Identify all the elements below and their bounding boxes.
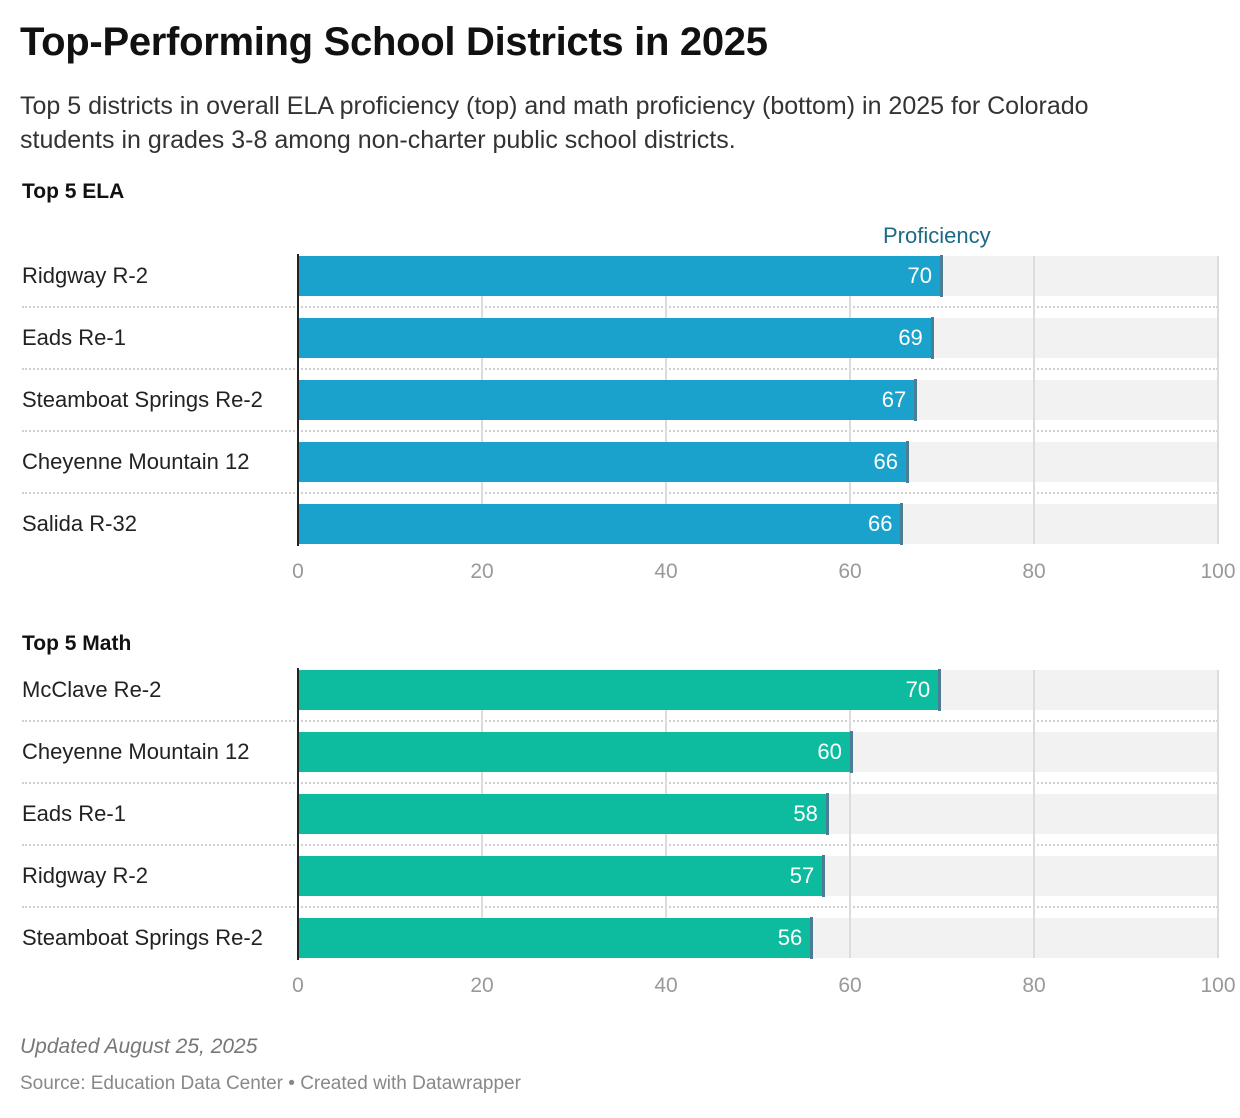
- axis-baseline: [297, 254, 299, 546]
- notes: Updated August 25, 2025: [20, 1035, 258, 1058]
- value-label: 70: [905, 677, 931, 702]
- bar: [298, 794, 828, 834]
- value-label: 66: [873, 449, 898, 474]
- chart-title: Top-Performing School Districts in 2025: [20, 20, 768, 64]
- bar: [298, 670, 941, 710]
- bar: [298, 918, 813, 958]
- value-label: 66: [867, 511, 893, 536]
- gridline: [1217, 670, 1219, 958]
- bar-end-marker: [940, 255, 943, 297]
- row-separator: [22, 492, 1218, 494]
- category-label: Salida R-32: [22, 511, 137, 536]
- category-label: Ridgway R-2: [22, 263, 148, 288]
- x-tick-label: 40: [654, 974, 678, 997]
- value-label: 69: [898, 325, 923, 350]
- value-label: 67: [881, 387, 907, 412]
- category-label: Cheyenne Mountain 12: [22, 449, 250, 474]
- x-tick-label: 20: [470, 560, 494, 583]
- x-tick-label: 0: [292, 560, 304, 583]
- bar: [298, 318, 933, 358]
- bar: [298, 442, 908, 482]
- bar-end-marker: [822, 855, 826, 897]
- x-tick-label: 80: [1022, 560, 1046, 583]
- math-section-title: Top 5 Math: [22, 632, 132, 655]
- gridline: [1033, 256, 1035, 544]
- x-tick-label: 20: [470, 974, 494, 997]
- row-separator: [22, 306, 1218, 308]
- x-tick-label: 0: [292, 974, 304, 997]
- bar-end-marker: [914, 379, 918, 421]
- x-tick-label: 60: [838, 974, 862, 997]
- value-label: 58: [793, 801, 818, 826]
- category-label: Steamboat Springs Re-2: [22, 387, 263, 412]
- row-separator: [22, 782, 1218, 784]
- category-label: Cheyenne Mountain 12: [22, 739, 250, 764]
- category-label: Steamboat Springs Re-2: [22, 925, 263, 950]
- bar-end-marker: [905, 441, 909, 483]
- ela-section-title: Top 5 ELA: [22, 180, 125, 203]
- bar-end-marker: [938, 669, 942, 711]
- value-label: 57: [789, 863, 815, 888]
- bar: [298, 380, 917, 420]
- bar-end-marker: [930, 317, 934, 359]
- bar: [298, 256, 942, 296]
- row-separator: [22, 430, 1218, 432]
- bar-end-marker: [825, 793, 829, 835]
- row-separator: [22, 368, 1218, 370]
- axis-baseline: [297, 668, 299, 960]
- bar-end-marker: [849, 731, 853, 773]
- x-tick-label: 60: [838, 560, 862, 583]
- value-label: 60: [817, 739, 842, 764]
- gridline: [1217, 256, 1219, 544]
- row-separator: [22, 844, 1218, 846]
- row-separator: [22, 906, 1218, 908]
- bar: [298, 856, 825, 896]
- row-separator: [22, 720, 1218, 722]
- chart-subtitle: Top 5 districts in overall ELA proficien…: [20, 92, 1089, 154]
- column-header: Proficiency: [883, 223, 991, 248]
- category-label: Eads Re-1: [22, 325, 126, 350]
- x-tick-label: 100: [1200, 974, 1236, 997]
- bar: [298, 732, 852, 772]
- category-label: McClave Re-2: [22, 677, 162, 702]
- x-tick-label: 80: [1022, 974, 1046, 997]
- value-label: 70: [907, 263, 932, 288]
- category-label: Ridgway R-2: [22, 863, 148, 888]
- bar-end-marker: [900, 503, 904, 545]
- bar: [298, 504, 903, 544]
- gridline: [1033, 670, 1035, 958]
- x-tick-label: 100: [1200, 560, 1236, 583]
- source: Source: Education Data Center • Created …: [20, 1073, 521, 1094]
- bar-end-marker: [810, 917, 814, 959]
- value-label: 56: [777, 925, 803, 950]
- category-label: Eads Re-1: [22, 801, 126, 826]
- x-tick-label: 40: [654, 560, 678, 583]
- gridline: [849, 670, 851, 958]
